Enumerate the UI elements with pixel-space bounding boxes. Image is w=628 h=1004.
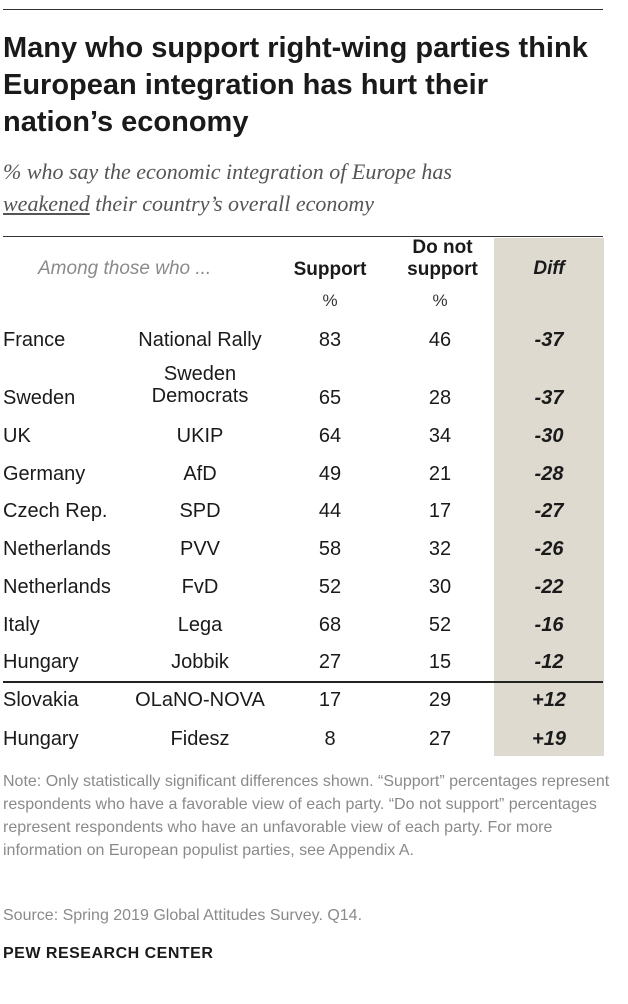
party-cell-line1: Sweden: [163, 363, 237, 385]
party-cell: UKIP: [176, 425, 224, 447]
not-support-value: 30: [428, 576, 452, 598]
support-value: 52: [318, 576, 342, 598]
not-support-value: 32: [428, 538, 452, 560]
support-unit: %: [322, 291, 338, 310]
party-cell: Jobbik: [171, 651, 229, 673]
not-support-value: 29: [428, 689, 452, 711]
header-rule: [3, 236, 603, 237]
not-support-value: 17: [428, 500, 452, 522]
country-cell: Germany: [3, 463, 86, 485]
table-row: UK UKIP 64 34 -30: [0, 425, 628, 463]
country-cell: France: [3, 329, 66, 351]
subtitle-part2: their country’s overall economy: [95, 191, 375, 216]
table-row: Netherlands FvD 52 30 -22: [0, 576, 628, 614]
support-value: 44: [318, 500, 342, 522]
country-cell: Slovakia: [3, 689, 79, 711]
diff-value: -37: [534, 329, 564, 351]
subtitle-part1: % who say the economic integration of Eu…: [3, 159, 452, 184]
support-value: 8: [324, 728, 336, 750]
table-row: Slovakia OLaNO-NOVA 17 29 +12: [0, 689, 628, 727]
chart-subtitle: % who say the economic integration of Eu…: [3, 156, 603, 220]
not-support-value: 46: [428, 329, 452, 351]
table-row: Hungary Jobbik 27 15 -12: [0, 651, 628, 689]
support-value: 27: [318, 651, 342, 673]
diff-value: -12: [534, 651, 564, 673]
table-row: Czech Rep. SPD 44 17 -27: [0, 500, 628, 538]
table-row: Italy Lega 68 52 -16: [0, 614, 628, 652]
note-text: Note: Only statistically significant dif…: [3, 773, 610, 859]
support-value: 17: [318, 689, 342, 711]
positive-negative-divider: [3, 681, 603, 683]
table-row: Hungary Fidesz 8 27 +19: [0, 728, 628, 766]
party-cell: SPD: [179, 500, 221, 522]
diff-value: -16: [534, 614, 564, 636]
diff-column-band: [494, 238, 604, 756]
support-value: 58: [318, 538, 342, 560]
support-value: 49: [318, 463, 342, 485]
not-support-value: 15: [428, 651, 452, 673]
not-support-value: 52: [428, 614, 452, 636]
party-cell: OLaNO-NOVA: [135, 689, 265, 711]
not-support-header-line2: support: [407, 259, 478, 280]
diff-value: +19: [532, 728, 566, 750]
party-cell-line2: Democrats: [151, 385, 249, 407]
table-row: France National Rally 83 46 -37: [0, 329, 628, 367]
diff-header: Diff: [533, 258, 565, 279]
country-cell: Italy: [3, 614, 40, 636]
support-value: 64: [318, 425, 342, 447]
diff-value: -28: [534, 463, 564, 485]
party-cell: FvD: [181, 576, 219, 598]
diff-value: -22: [534, 576, 564, 598]
table-row: Germany AfD 49 21 -28: [0, 463, 628, 501]
not-support-header-line1: Do not: [412, 237, 473, 258]
country-cell: Hungary: [3, 651, 79, 673]
not-support-value: 28: [428, 387, 452, 409]
chart-title: Many who support right-wing parties thin…: [3, 32, 588, 138]
not-support-value: 34: [428, 425, 452, 447]
diff-value: -27: [534, 500, 564, 522]
diff-value: -26: [534, 538, 564, 560]
support-value: 68: [318, 614, 342, 636]
party-cell: Sweden Democrats: [120, 363, 280, 407]
party-cell: Lega: [177, 614, 223, 636]
table-row: Netherlands PVV 58 32 -26: [0, 538, 628, 576]
country-cell: Netherlands: [3, 576, 111, 598]
country-cell: UK: [3, 425, 31, 447]
table-row: Sweden Sweden Democrats 65 28 -37: [0, 363, 628, 425]
party-cell: PVV: [179, 538, 221, 560]
support-value: 83: [318, 329, 342, 351]
diff-value: -30: [534, 425, 564, 447]
brand-label: PEW RESEARCH CENTER: [3, 945, 214, 962]
support-value: 65: [318, 387, 342, 409]
party-cell: National Rally: [138, 329, 262, 351]
support-header: Support: [293, 259, 367, 280]
party-cell: Fidesz: [170, 728, 230, 750]
country-cell: Hungary: [3, 728, 79, 750]
among-label: Among those who ...: [38, 258, 212, 279]
country-cell: Sweden: [3, 387, 76, 409]
not-support-value: 21: [428, 463, 452, 485]
subtitle-underlined: weakened: [3, 191, 90, 216]
diff-value: +12: [532, 689, 566, 711]
not-support-header: Do not support: [395, 237, 490, 281]
country-cell: Czech Rep.: [3, 500, 108, 522]
top-rule: [3, 9, 603, 10]
country-cell: Netherlands: [3, 538, 111, 560]
not-support-value: 27: [428, 728, 452, 750]
party-cell: AfD: [183, 463, 217, 485]
diff-value: -37: [534, 387, 564, 409]
source-text: Source: Spring 2019 Global Attitudes Sur…: [3, 907, 363, 924]
not-support-unit: %: [432, 291, 448, 310]
